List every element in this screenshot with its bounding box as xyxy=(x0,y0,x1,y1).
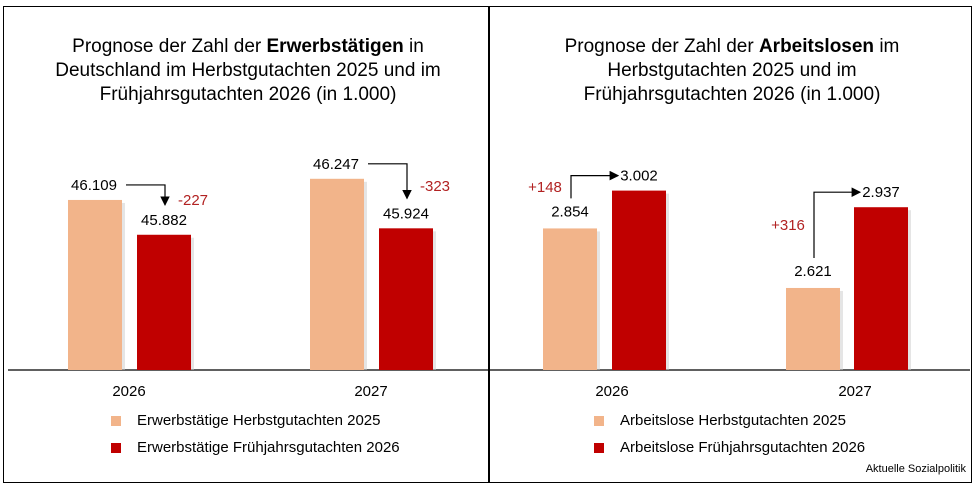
change-arrow xyxy=(126,184,170,206)
bar xyxy=(68,199,122,370)
legend-left: Erwerbstätige Herbstgutachten 2025 Erwer… xyxy=(111,407,400,461)
category-label: 2026 xyxy=(595,383,628,400)
delta-label: -323 xyxy=(420,178,450,195)
delta-label: +316 xyxy=(771,217,805,234)
legend-item: Arbeitslose Herbstgutachten 2025 xyxy=(594,407,865,434)
change-arrow xyxy=(368,163,412,200)
data-label: 2.854 xyxy=(551,203,589,220)
legend-label: Arbeitslose Frühjahrsgutachten 2026 xyxy=(620,439,866,456)
bar xyxy=(137,234,191,370)
data-label: 2.621 xyxy=(794,263,832,280)
delta-label: -227 xyxy=(178,192,208,209)
data-label: 2.937 xyxy=(862,184,900,201)
change-arrow xyxy=(813,187,862,258)
legend-label: Erwerbstätige Herbstgutachten 2025 xyxy=(137,412,381,429)
legend-right: Arbeitslose Herbstgutachten 2025 Arbeits… xyxy=(594,407,865,461)
bar xyxy=(543,228,597,370)
change-arrow xyxy=(570,170,620,199)
bar xyxy=(379,228,433,370)
chart-title-left: Prognose der Zahl der Erwerbstätigen in … xyxy=(55,36,441,105)
panel-divider xyxy=(488,6,490,483)
category-label: 2026 xyxy=(112,383,145,400)
data-label: 45.882 xyxy=(141,212,187,229)
delta-label: +148 xyxy=(528,179,562,196)
bar xyxy=(310,178,364,370)
legend-label: Arbeitslose Herbstgutachten 2025 xyxy=(620,412,846,429)
bar xyxy=(786,287,840,370)
figure-frame xyxy=(3,6,972,483)
legend-swatch xyxy=(594,415,604,426)
legend-swatch xyxy=(594,442,604,453)
category-label: 2027 xyxy=(354,383,387,400)
data-label: 45.924 xyxy=(383,205,429,222)
data-label: 46.109 xyxy=(71,177,117,194)
legend-item: Erwerbstätige Frühjahrsgutachten 2026 xyxy=(111,434,400,461)
category-label: 2027 xyxy=(838,383,871,400)
bar xyxy=(854,207,908,370)
legend-swatch xyxy=(111,442,121,453)
bar xyxy=(612,190,666,370)
legend-item: Erwerbstätige Herbstgutachten 2025 xyxy=(111,407,400,434)
data-label: 3.002 xyxy=(620,168,658,185)
data-label: 46.247 xyxy=(313,156,359,173)
legend-label: Erwerbstätige Frühjahrsgutachten 2026 xyxy=(137,439,400,456)
source-label: Aktuelle Sozialpolitik xyxy=(865,463,966,475)
chart-title-right: Prognose der Zahl der Arbeitslosen im He… xyxy=(564,36,900,105)
legend-item: Arbeitslose Frühjahrsgutachten 2026 xyxy=(594,434,865,461)
legend-swatch xyxy=(111,415,121,426)
